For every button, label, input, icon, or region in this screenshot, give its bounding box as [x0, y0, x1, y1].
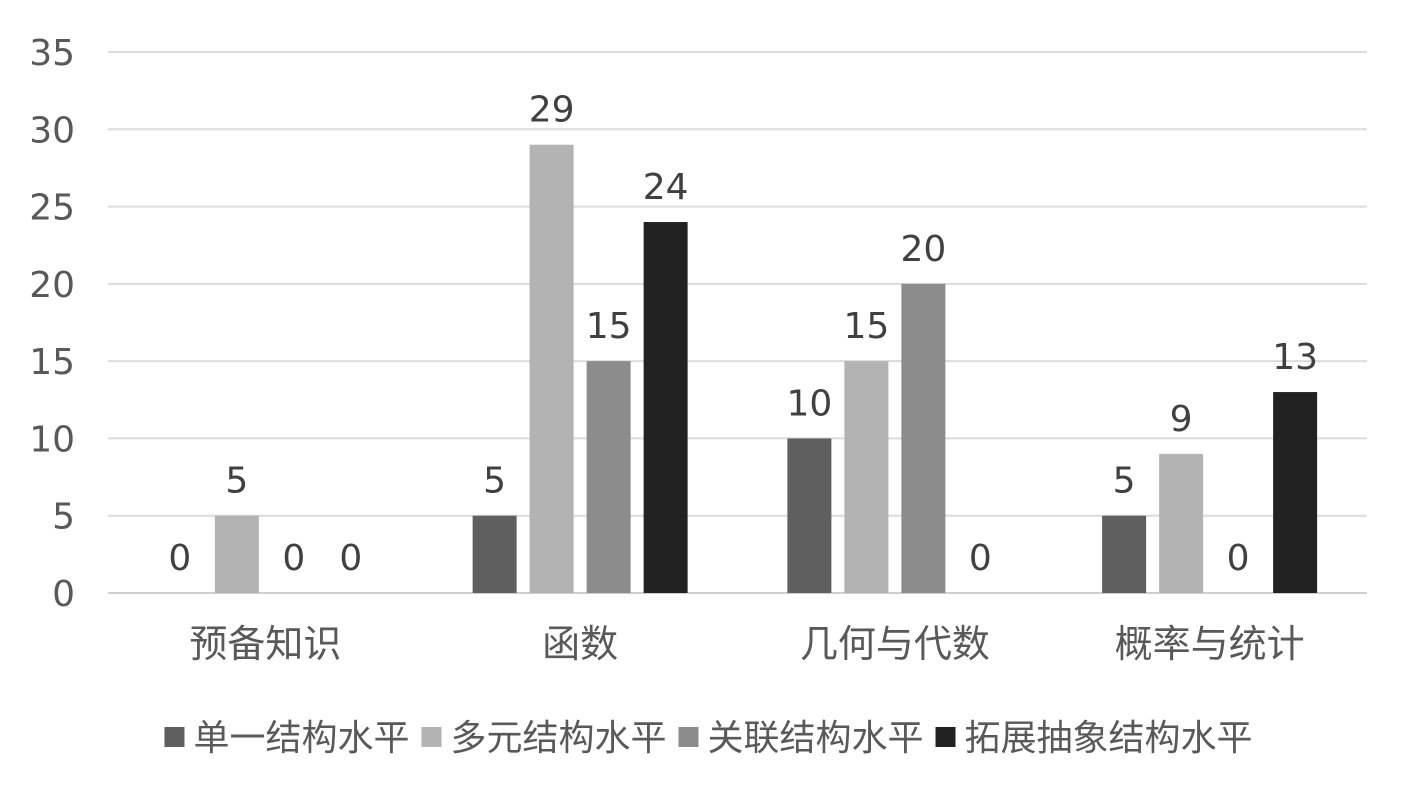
- x-tick-label: 预备知识: [189, 622, 341, 666]
- bar: [1102, 515, 1147, 593]
- data-label: 13: [1272, 337, 1318, 378]
- data-label: 24: [643, 167, 689, 208]
- y-axis-ticks: 0 5 10 15 20 25 30 35: [29, 33, 75, 615]
- legend-label: 拓展抽象结构水平: [965, 718, 1253, 759]
- data-label: 10: [786, 383, 832, 424]
- data-label: 15: [586, 306, 632, 347]
- gridlines: [108, 51, 1367, 594]
- x-tick-label: 函数: [542, 622, 618, 666]
- y-tick-label: 10: [29, 419, 75, 460]
- legend-label: 单一结构水平: [193, 718, 409, 759]
- data-label: 0: [168, 538, 191, 579]
- bar: [586, 361, 631, 593]
- legend-item: 多元结构水平: [421, 718, 667, 759]
- y-tick-label: 20: [29, 265, 75, 306]
- legend-swatch: [678, 727, 699, 747]
- x-tick-label: 概率与统计: [1115, 622, 1305, 666]
- data-label: 20: [900, 229, 946, 270]
- legend: 单一结构水平 多元结构水平 关联结构水平 拓展抽象结构水平: [164, 718, 1253, 759]
- bar: [1273, 392, 1318, 593]
- x-axis-ticks: 预备知识 函数 几何与代数 概率与统计: [189, 622, 1304, 666]
- legend-swatch: [421, 727, 442, 747]
- bar: [529, 144, 574, 593]
- legend-swatch: [164, 727, 185, 747]
- bar: [844, 361, 889, 593]
- data-label: 0: [339, 538, 362, 579]
- data-label: 0: [1227, 538, 1250, 579]
- data-label: 5: [225, 461, 248, 502]
- y-tick-label: 15: [29, 342, 75, 383]
- data-label: 0: [969, 538, 992, 579]
- legend-item: 拓展抽象结构水平: [935, 718, 1253, 759]
- y-tick-label: 5: [52, 497, 75, 538]
- y-tick-label: 30: [29, 110, 75, 151]
- bar: [472, 515, 517, 593]
- bar: [787, 438, 832, 593]
- legend-item: 单一结构水平: [164, 718, 409, 759]
- bar: [901, 283, 946, 593]
- y-tick-label: 25: [29, 188, 75, 229]
- x-tick-label: 几何与代数: [800, 622, 990, 666]
- y-tick-label: 0: [52, 574, 75, 615]
- data-label: 15: [843, 306, 889, 347]
- bars: [214, 144, 1318, 593]
- data-label: 0: [282, 538, 305, 579]
- data-label: 29: [529, 90, 575, 131]
- legend-label: 关联结构水平: [708, 718, 924, 759]
- legend-label: 多元结构水平: [450, 718, 666, 759]
- legend-swatch: [935, 727, 956, 747]
- bar: [1159, 453, 1204, 593]
- data-label: 5: [483, 461, 506, 502]
- legend-item: 关联结构水平: [678, 718, 924, 759]
- bar: [214, 515, 259, 593]
- y-tick-label: 35: [29, 33, 75, 74]
- data-label: 5: [1113, 461, 1136, 502]
- bar: [643, 222, 688, 593]
- data-label: 9: [1170, 399, 1193, 440]
